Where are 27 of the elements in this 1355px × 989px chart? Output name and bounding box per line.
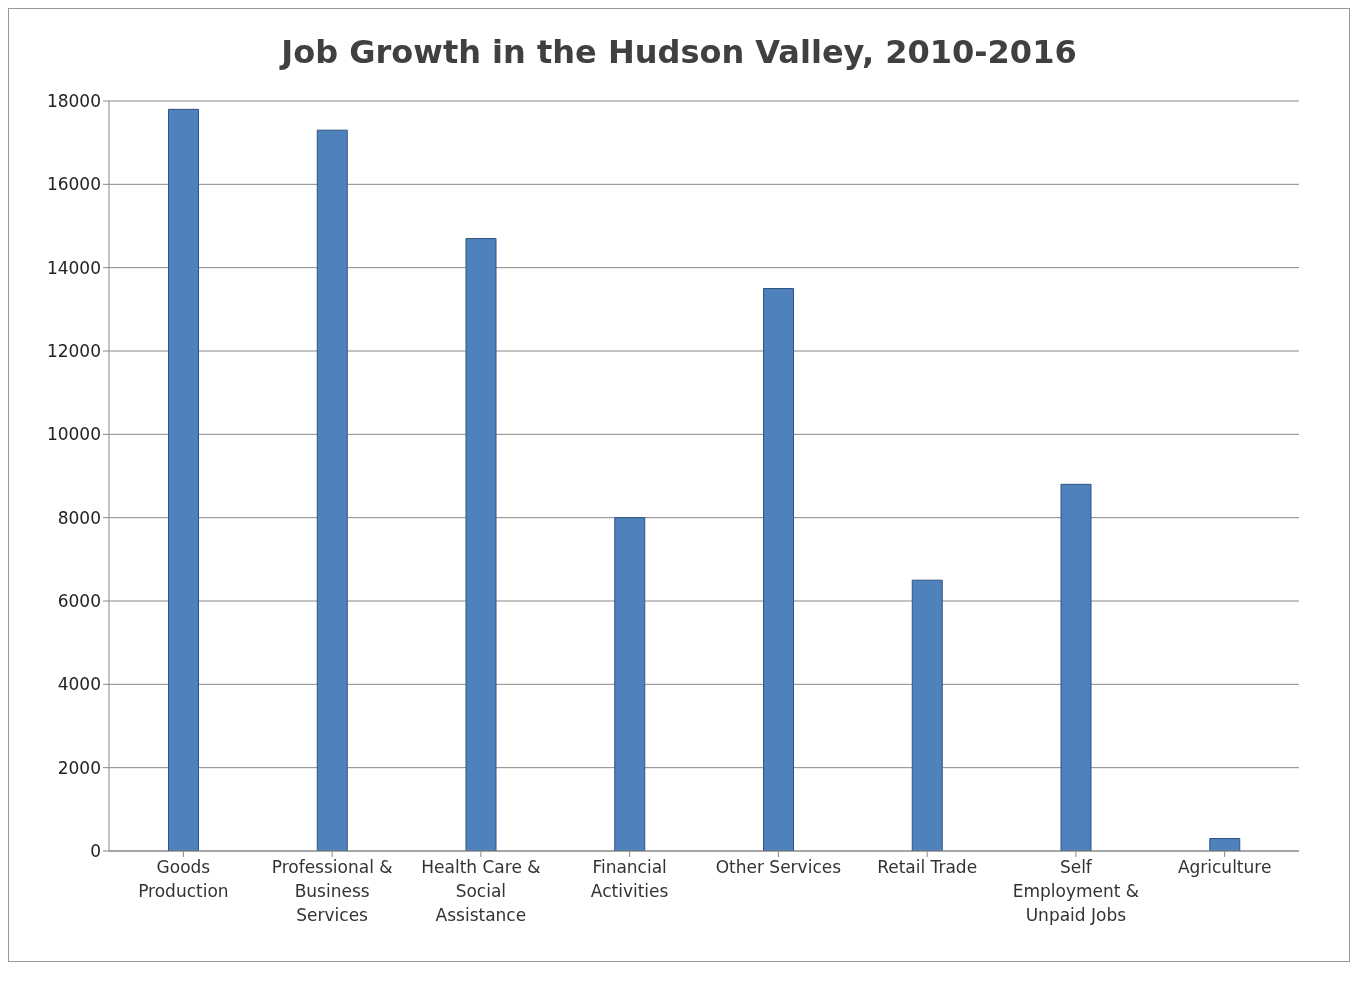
bar bbox=[316, 129, 348, 851]
x-tick-label: Retail Trade bbox=[877, 857, 978, 877]
y-tick-label: 4000 bbox=[57, 674, 101, 695]
x-tick-label: Goods Production bbox=[138, 857, 229, 901]
y-tick-label: 2000 bbox=[57, 757, 101, 778]
y-tick-label: 18000 bbox=[46, 91, 101, 112]
y-tick-label: 12000 bbox=[46, 341, 101, 362]
bar bbox=[763, 288, 794, 851]
x-tick-label: Health Care & Social Assistance bbox=[421, 857, 541, 925]
x-tick-label: Financial Activities bbox=[590, 857, 669, 901]
bar bbox=[168, 108, 199, 851]
x-tick-label: Other Services bbox=[715, 857, 842, 877]
y-tick-label: 16000 bbox=[46, 174, 101, 195]
x-tick-label: Professional & Business Services bbox=[271, 857, 393, 925]
y-tick-label: 10000 bbox=[46, 424, 101, 445]
bar bbox=[1209, 838, 1241, 851]
y-tick-label: 0 bbox=[90, 841, 101, 862]
bar bbox=[614, 517, 646, 851]
y-tick-label: 8000 bbox=[57, 507, 101, 528]
y-tick-label: 6000 bbox=[57, 591, 101, 612]
bar bbox=[1060, 483, 1092, 851]
bar bbox=[465, 238, 497, 851]
x-tick-label: Self Employment & Unpaid Jobs bbox=[1012, 857, 1140, 925]
y-tick-label: 14000 bbox=[46, 257, 101, 278]
chart-title: Job Growth in the Hudson Valley, 2010-2016 bbox=[278, 32, 1078, 73]
bar bbox=[911, 579, 943, 851]
x-tick-label: Agriculture bbox=[1177, 857, 1272, 877]
